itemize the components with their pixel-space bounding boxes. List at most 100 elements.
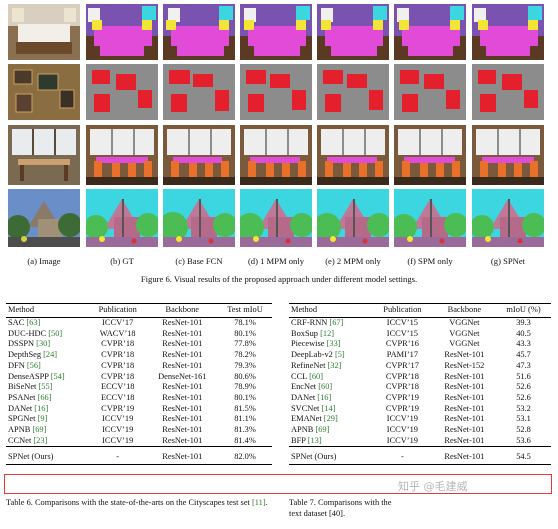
table-7-caption: Table 7. Comparisons with the text datas… (289, 497, 551, 519)
miou-cell: 78.9% (234, 382, 256, 392)
citation-link[interactable]: [50] (48, 328, 63, 338)
segmentation-result (86, 189, 158, 247)
input-image (8, 4, 80, 60)
citation-link[interactable]: [69] (32, 425, 47, 435)
citation-link[interactable]: [33] (326, 339, 341, 349)
publication-cell: ICCV’19 (102, 435, 134, 445)
miou-cell: 53.1 (516, 414, 531, 424)
caption-text: Table 7. Comparisons with the (289, 498, 392, 507)
segmentation-result (163, 189, 235, 247)
miou-cell: 80.6% (234, 371, 256, 381)
citation-link[interactable]: [69] (315, 425, 330, 435)
miou-cell: 52.8 (516, 425, 531, 435)
col-header-publication: Publication (98, 305, 137, 315)
caption-text-2: text dataset [40]. (289, 509, 346, 518)
table-row: RefineNet [32] CVPR’17 ResNet-152 47.3 (289, 361, 551, 372)
table-row: APNB [69] ICCV’19 ResNet-101 81.3% (6, 425, 272, 436)
backbone-cell: ResNet-101 (162, 452, 203, 462)
col-header-publication: Publication (383, 305, 422, 315)
backbone-cell: VGGNet (449, 339, 480, 349)
table-row: CCL [60] CVPR’18 ResNet-101 51.6 (289, 372, 551, 383)
table-6-cityscapes: Method Publication Backbone Test mIoU SA… (6, 303, 272, 465)
caption-end: . (265, 498, 268, 507)
citation-link[interactable]: [55] (38, 382, 53, 392)
citation-link[interactable]: [9] (37, 414, 48, 424)
table-row: APNB [69] ICCV’19 ResNet-101 52.8 (289, 425, 551, 436)
miou-cell: 79.3% (234, 360, 256, 370)
citation-link[interactable]: [66] (37, 392, 52, 402)
method-cell: EncNet [60] (291, 382, 333, 392)
backbone-cell: ResNet-101 (444, 414, 485, 424)
method-cell: DeepLab-v2 [5] (291, 350, 345, 360)
publication-cell: ICCV’19 (386, 435, 418, 445)
col-header-backbone: Backbone (447, 305, 482, 315)
miou-cell: 78.1% (234, 318, 256, 327)
miou-cell: 81.1% (234, 414, 256, 424)
citation-link[interactable]: [12] (320, 328, 335, 338)
method-cell: CCNet [23] (8, 435, 48, 445)
publication-cell: CVPR’19 (385, 392, 419, 402)
publication-cell: ICCV’15 (386, 318, 418, 327)
segmentation-result (86, 125, 158, 185)
method-cell: CCL [60] (291, 371, 324, 381)
citation-link[interactable]: [56] (26, 360, 41, 370)
miou-cell: 52.6 (516, 382, 531, 392)
method-cell: DepthSeg [24] (8, 350, 58, 360)
citation-link[interactable]: [13] (307, 435, 322, 445)
method-cell: APNB [69] (8, 425, 47, 435)
citation-link[interactable]: [60] (309, 371, 324, 381)
method-cell: SPGNet [9] (8, 414, 48, 424)
table-row: DANet [16] CVPR’19 ResNet-101 52.6 (289, 393, 551, 404)
segmentation-result (472, 64, 544, 120)
citation-link[interactable]: [5] (334, 350, 345, 360)
miou-cell: 81.5% (234, 403, 256, 413)
publication-cell: CVPR’18 (101, 339, 135, 349)
citation-link[interactable]: [60] (318, 382, 333, 392)
citation-link[interactable]: [54] (50, 371, 65, 381)
citation-link[interactable]: [67] (329, 318, 344, 327)
column-caption: (a) Image (27, 256, 61, 266)
caption-ref[interactable]: [11] (251, 498, 266, 507)
citation-link[interactable]: [23] (33, 435, 48, 445)
segmentation-result (317, 125, 389, 185)
backbone-cell: ResNet-101 (162, 403, 203, 413)
citation-link[interactable]: [32] (327, 360, 342, 370)
publication-cell: CVPR’19 (101, 403, 135, 413)
miou-cell: 82.0% (234, 452, 256, 462)
citation-link[interactable]: [14] (321, 403, 336, 413)
method-cell: DANet [16] (291, 392, 332, 402)
miou-cell: 40.5 (516, 328, 531, 338)
segmentation-result (240, 189, 312, 247)
method-cell: SPNet (Ours) (291, 452, 337, 462)
publication-cell: CVPR’18 (101, 350, 135, 360)
citation-link[interactable]: [30] (36, 339, 51, 349)
col-header-method: Method (8, 305, 35, 315)
backbone-cell: ResNet-101 (162, 435, 203, 445)
segmentation-result (163, 64, 235, 120)
citation-link[interactable]: [16] (34, 403, 49, 413)
backbone-cell: ResNet-101 (444, 425, 485, 435)
citation-link[interactable]: [63] (26, 318, 41, 327)
column-caption: (e) 2 MPM only (325, 256, 381, 266)
publication-cell: CVPR’16 (385, 339, 419, 349)
method-cell: EMANet [29] (291, 414, 338, 424)
table-row: SPGNet [9] ICCV’19 ResNet-101 81.1% (6, 414, 272, 425)
miou-cell: 39.3 (516, 318, 531, 327)
citation-link[interactable]: [24] (43, 350, 58, 360)
backbone-cell: ResNet-101 (444, 392, 485, 402)
backbone-cell: ResNet-101 (162, 382, 203, 392)
table-row: BiSeNet [55] ECCV’18 ResNet-101 78.9% (6, 382, 272, 393)
backbone-cell: ResNet-152 (444, 360, 485, 370)
col-header-test-miou: Test mIoU (227, 305, 263, 315)
column-caption: (d) 1 MPM only (247, 256, 305, 266)
miou-cell: 51.6 (516, 371, 531, 381)
citation-link[interactable]: [29] (323, 414, 338, 424)
backbone-cell: ResNet-101 (162, 425, 203, 435)
publication-cell: CVPR’18 (101, 371, 135, 381)
backbone-cell: ResNet-101 (162, 392, 203, 402)
publication-cell: CVPR’18 (101, 360, 135, 370)
citation-link[interactable]: [16] (317, 392, 332, 402)
publication-cell: - (400, 452, 404, 462)
segmentation-result (240, 125, 312, 185)
method-cell: DSSPN [30] (8, 339, 51, 349)
